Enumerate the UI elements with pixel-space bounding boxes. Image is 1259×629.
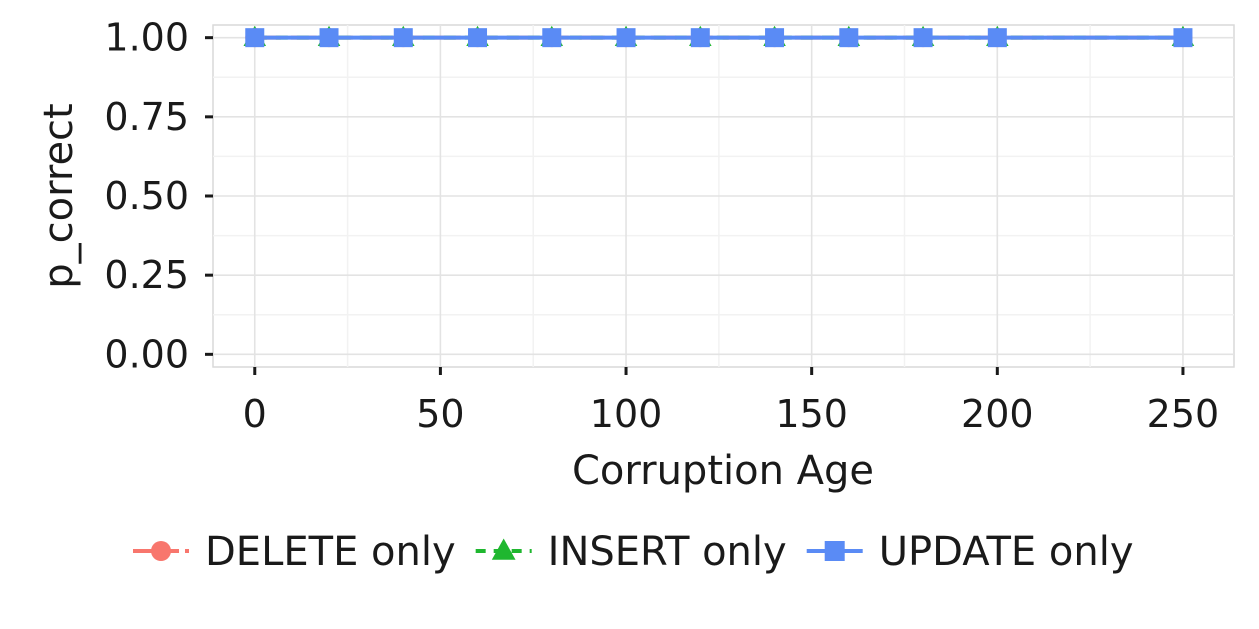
update-only-legend-label: UPDATE only [879,529,1134,575]
y-axis-title: p_correct [36,103,82,288]
x-tick-label: 0 [243,392,267,436]
y-tick-label: 1.00 [104,16,189,60]
x-tick-label: 50 [416,392,464,436]
delete-only-legend-label: DELETE only [205,529,456,575]
update-only-point [765,28,785,48]
x-tick-label: 100 [590,392,663,436]
x-tick-label: 250 [1147,392,1220,436]
legend: DELETE only INSERT only UPDATE only [133,529,1134,575]
update-only-point [839,28,859,48]
y-tick-label: 0.50 [104,174,189,218]
y-tick-label: 0.00 [104,332,189,376]
update-only-point [319,28,339,48]
update-only-point [245,28,265,48]
x-tick-label: 200 [961,392,1034,436]
update-only-point [1173,28,1193,48]
insert-only-legend-marker [491,538,516,560]
grid-minor [213,25,1234,367]
update-only-point [913,28,933,48]
tick-labels: 0 50 100 150 200 250 0.00 0.25 0.50 0.75 1.00 [104,16,1219,436]
update-only-point [542,28,562,48]
series-markers [243,25,1195,48]
y-tick-label: 0.25 [104,253,189,297]
update-only-point [987,28,1007,48]
update-only-legend-marker [824,541,845,561]
y-tick-label: 0.75 [104,95,189,139]
update-only-point [468,28,488,48]
update-only-point [616,28,636,48]
x-tick-label: 150 [775,392,848,436]
update-only-point [393,28,413,48]
axis-ticks [205,36,1185,375]
update-only-point [690,28,710,48]
x-axis-title: Corruption Age [572,448,874,494]
delete-only-legend-marker [151,541,171,561]
insert-only-legend-label: INSERT only [548,529,787,575]
